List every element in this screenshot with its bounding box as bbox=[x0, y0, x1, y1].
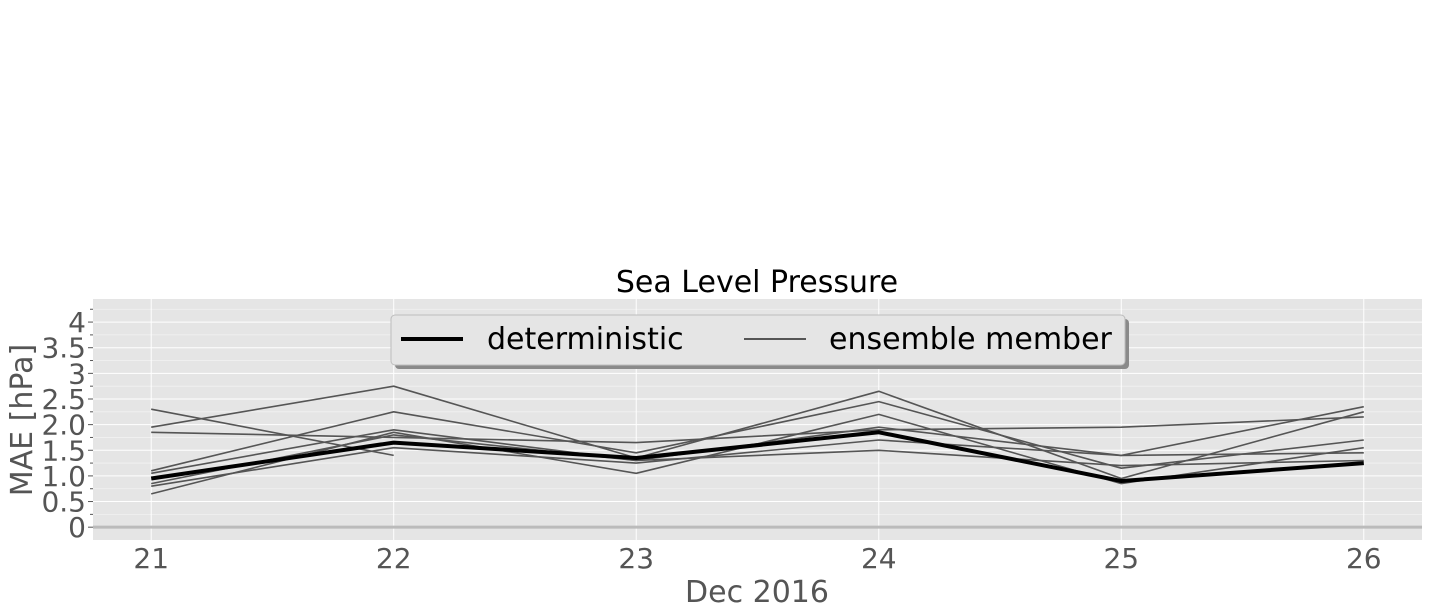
series-layer bbox=[150, 385, 1365, 495]
series-line-ensemble-member-7 bbox=[151, 405, 1364, 487]
legend-label-ensemble-member: ensemble member bbox=[829, 322, 1113, 357]
x-tick-label: 22 bbox=[376, 542, 412, 575]
series-line-deterministic bbox=[150, 430, 1364, 483]
y-axis-label: MAE [hPa] bbox=[5, 344, 40, 496]
y-tick-label: 4 bbox=[68, 306, 86, 339]
y-tick-label: 0.5 bbox=[41, 486, 86, 519]
y-tick-label: 2.5 bbox=[41, 383, 86, 416]
x-tick-label: 21 bbox=[133, 542, 169, 575]
y-tick-label: 0 bbox=[68, 511, 86, 544]
series-line-ensemble-member-8 bbox=[151, 428, 1364, 475]
x-tick-label: 25 bbox=[1103, 542, 1139, 575]
x-axis-label: Dec 2016 bbox=[685, 575, 829, 610]
series-line-ensemble-member-4 bbox=[151, 400, 1364, 472]
y-tick-label: 1.0 bbox=[41, 460, 86, 493]
y-tick-label: 2.0 bbox=[41, 409, 86, 442]
y-tick-label: 3.5 bbox=[41, 332, 86, 365]
x-axis-ticks: 21 22 23 24 25 26 bbox=[133, 542, 1381, 575]
y-tick-label: 3 bbox=[68, 357, 86, 390]
x-tick-label: 26 bbox=[1346, 542, 1382, 575]
x-tick-label: 24 bbox=[861, 542, 897, 575]
chart-title: Sea Level Pressure bbox=[616, 265, 898, 300]
series-line-ensemble-member-2 bbox=[151, 385, 1365, 480]
legend: deterministic ensemble member bbox=[390, 314, 1129, 369]
legend-label-deterministic: deterministic bbox=[487, 322, 684, 357]
y-axis-ticks: 00.51.01.52.02.533.54 bbox=[41, 306, 93, 544]
x-tick-label: 23 bbox=[618, 542, 654, 575]
y-tick-label: 1.5 bbox=[41, 434, 86, 467]
